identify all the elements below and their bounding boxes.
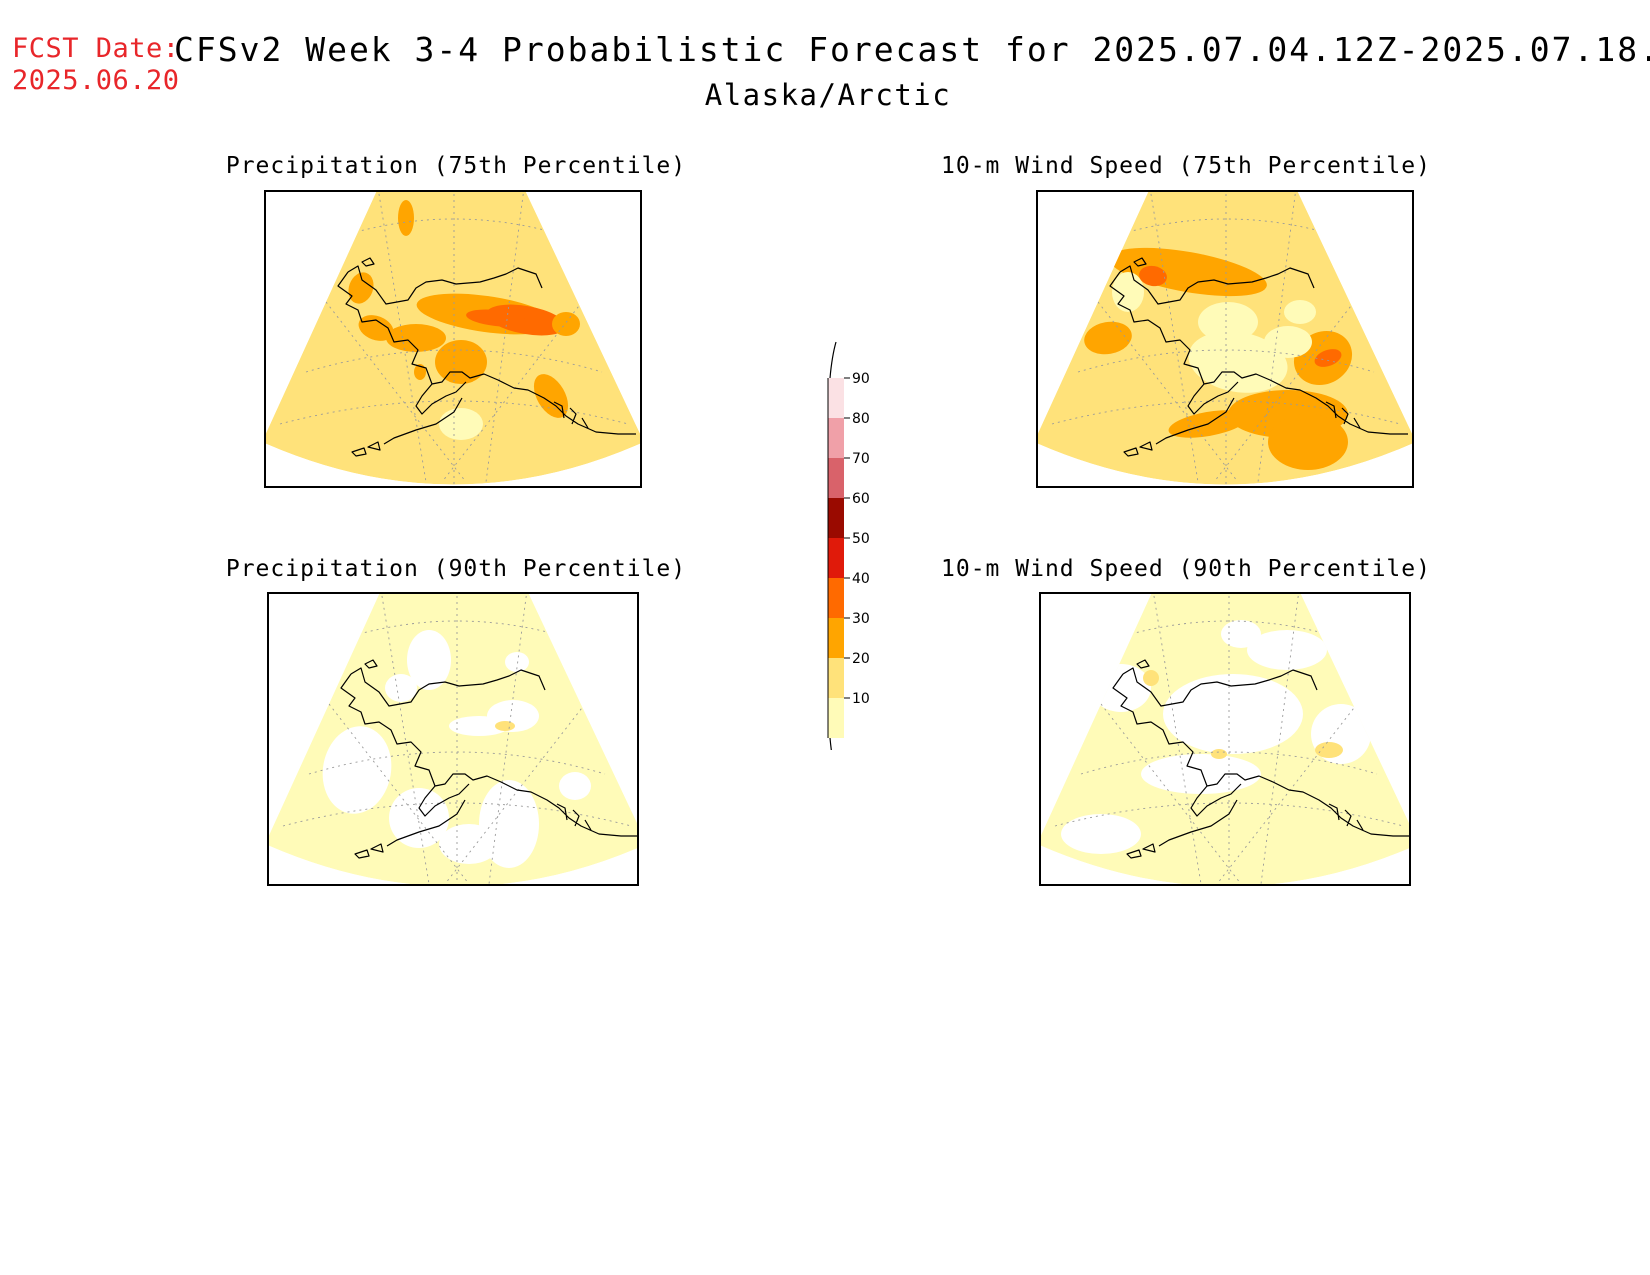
map-wind-75 — [1036, 190, 1414, 488]
colorbar-swatch-70 — [828, 458, 844, 498]
panel-title-precip-75: Precipitation (75th Percentile) — [225, 153, 687, 179]
map-field — [1038, 192, 1412, 485]
field-patch — [439, 408, 483, 440]
colorbar-swatch-90 — [828, 378, 844, 418]
panel-title-wind-90: 10-m Wind Speed (90th Percentile) — [941, 556, 1431, 582]
colorbar-swatch-30 — [828, 618, 844, 658]
field-patch — [1139, 265, 1167, 287]
field-patch — [1264, 326, 1312, 358]
colorbar-swatch-80 — [828, 418, 844, 458]
field-gap — [505, 652, 529, 672]
field-gap — [439, 824, 499, 864]
field-patch — [398, 200, 414, 236]
map-coastline — [337, 257, 636, 457]
field-patch — [1315, 742, 1343, 758]
field-gap — [385, 674, 417, 702]
map-coastline — [1112, 659, 1409, 859]
field-patch — [414, 364, 426, 380]
field-patch — [1143, 670, 1159, 686]
colorbar-label-40: 40 — [852, 571, 870, 587]
field-patch — [552, 312, 580, 336]
colorbar-label-20: 20 — [852, 651, 870, 667]
field-patch — [1084, 321, 1132, 355]
map-wind-90 — [1039, 592, 1411, 886]
map-precip-75 — [264, 190, 642, 488]
map-gridlines — [279, 192, 629, 485]
field-patch — [1211, 749, 1227, 759]
main-title: CFSv2 Week 3-4 Probabilistic Forecast fo… — [174, 30, 1650, 69]
colorbar-swatch-10 — [828, 698, 844, 738]
colorbar: 10 20 30 40 50 60 70 80 90 — [820, 330, 900, 775]
field-gap — [1221, 620, 1261, 648]
field-gap — [407, 630, 451, 690]
field-patch — [435, 340, 487, 384]
colorbar-swatch-50 — [828, 538, 844, 578]
field-gap — [1061, 814, 1141, 854]
field-gap — [449, 716, 509, 736]
colorbar-label-90: 90 — [852, 371, 870, 387]
colorbar-label-50: 50 — [852, 531, 870, 547]
map-gridlines — [282, 594, 632, 884]
fcst-date: 2025.06.20 — [12, 65, 180, 96]
colorbar-swatch-60 — [828, 498, 844, 538]
map-field — [266, 192, 640, 485]
map-precip-90-svg — [269, 594, 637, 884]
field-gap — [1247, 630, 1327, 670]
map-precip-90 — [267, 592, 639, 886]
field-patch — [1268, 414, 1348, 470]
field-patch — [1198, 302, 1258, 342]
field-patch — [348, 272, 374, 304]
colorbar-svg: 10 20 30 40 50 60 70 80 90 — [827, 341, 870, 775]
field-gap — [322, 726, 392, 814]
map-sector — [266, 192, 640, 485]
colorbar-label-30: 30 — [852, 611, 870, 627]
colorbar-swatch-40 — [828, 578, 844, 618]
panel-title-wind-75: 10-m Wind Speed (75th Percentile) — [941, 153, 1431, 179]
map-coastline — [1109, 257, 1408, 457]
colorbar-label-70: 70 — [852, 451, 870, 467]
field-gap — [1141, 754, 1261, 794]
map-gridlines — [1054, 594, 1404, 884]
panel-title-precip-90: Precipitation (90th Percentile) — [225, 556, 687, 582]
field-patch — [1112, 272, 1144, 312]
colorbar-top-tip — [829, 341, 837, 379]
region-title: Alaska/Arctic — [704, 78, 952, 112]
field-gap — [389, 788, 449, 848]
colorbar-label-80: 80 — [852, 411, 870, 427]
field-patch — [1284, 300, 1316, 324]
field-patch — [466, 309, 526, 327]
colorbar-label-10: 10 — [852, 691, 870, 707]
colorbar-bottom-tip — [829, 737, 837, 775]
field-patch — [495, 721, 515, 731]
map-precip-75-svg — [266, 192, 640, 485]
fcst-label: FCST Date: — [12, 33, 180, 64]
map-coastline — [340, 659, 637, 859]
map-wind-90-svg — [1041, 594, 1409, 884]
map-wind-75-svg — [1038, 192, 1412, 485]
map-field — [1041, 594, 1409, 884]
colorbar-label-60: 60 — [852, 491, 870, 507]
map-field — [269, 594, 637, 884]
colorbar-swatch-20 — [828, 658, 844, 698]
map-gridlines — [1051, 192, 1401, 485]
field-gap — [559, 772, 591, 800]
field-patch — [1314, 349, 1342, 367]
field-gap — [1163, 674, 1303, 754]
field-gap — [1091, 664, 1151, 712]
